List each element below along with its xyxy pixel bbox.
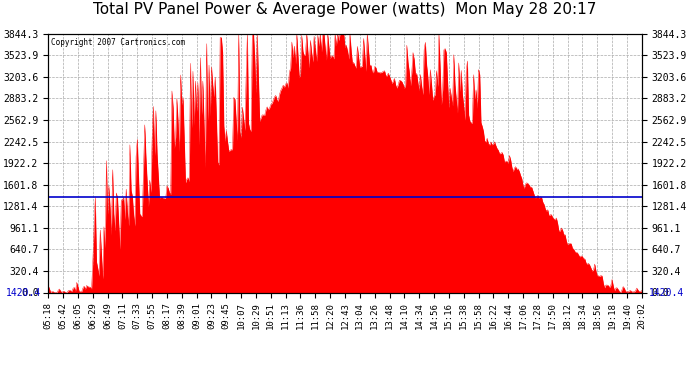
Text: 1420.4: 1420.4: [6, 288, 41, 297]
Text: Copyright 2007 Cartronics.com: Copyright 2007 Cartronics.com: [51, 38, 186, 46]
Text: 1420.4: 1420.4: [649, 288, 684, 297]
Text: Total PV Panel Power & Average Power (watts)  Mon May 28 20:17: Total PV Panel Power & Average Power (wa…: [93, 2, 597, 17]
